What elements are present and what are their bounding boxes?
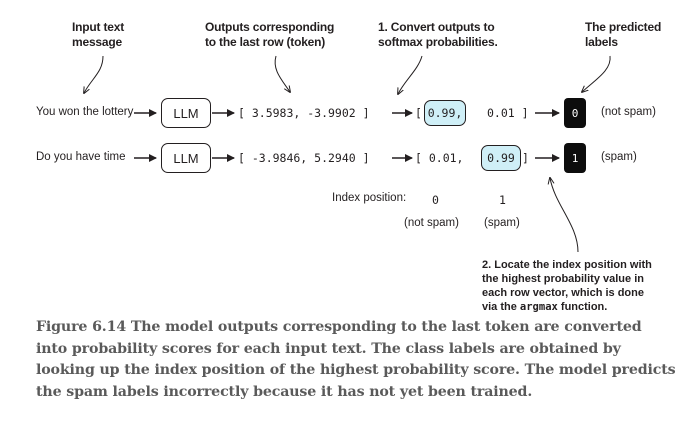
arrow-input-text bbox=[84, 55, 104, 93]
argmax-code: argmax bbox=[519, 301, 558, 313]
index-position-0: 0 bbox=[432, 193, 439, 207]
figure-caption: Figure 6.14 The model outputs correspond… bbox=[36, 319, 676, 400]
annotation-input-text: Input text message bbox=[72, 20, 124, 49]
arrow-step2 bbox=[550, 178, 579, 253]
logits-row-1: [ 3.5983, -3.9902 ] bbox=[238, 106, 370, 120]
annotation-convert-softmax: 1. Convert outputs to softmax probabilit… bbox=[378, 20, 498, 49]
index-position-1: 1 bbox=[499, 193, 506, 207]
predicted-label-row-1: 0 bbox=[564, 98, 586, 128]
llm-box-row-1: LLM bbox=[161, 98, 211, 128]
arrow-convert-softmax bbox=[398, 55, 423, 94]
arrow-outputs-last-row bbox=[274, 55, 290, 92]
index-name-0: (not spam) bbox=[404, 217, 459, 229]
annotation-step2: 2. Locate the index position with the hi… bbox=[482, 259, 652, 313]
probs-first-row-2: [ 0.01, bbox=[415, 151, 464, 165]
arrow-predicted-labels bbox=[582, 55, 611, 92]
annotation-predicted-labels: The predicted labels bbox=[585, 20, 662, 49]
label-text-row-2: (spam) bbox=[601, 151, 637, 163]
input-text-row-1: You won the lottery bbox=[36, 106, 134, 118]
llm-box-row-2: LLM bbox=[161, 143, 211, 173]
probs-close-row-2: ] bbox=[522, 151, 529, 165]
input-text-row-2: Do you have time bbox=[36, 151, 126, 163]
logits-row-2: [ -3.9846, 5.2940 ] bbox=[238, 151, 370, 165]
label-text-row-1: (not spam) bbox=[601, 106, 656, 118]
highlighted-prob-row-2: 0.99 bbox=[481, 145, 521, 171]
highlighted-prob-row-1: 0.99, bbox=[424, 100, 466, 126]
index-name-1: (spam) bbox=[484, 217, 520, 229]
index-position-label: Index position: bbox=[332, 192, 407, 204]
probs-open-row-1: [ bbox=[415, 106, 422, 120]
predicted-label-row-2: 1 bbox=[564, 143, 586, 173]
probs-second-row-1: 0.01 ] bbox=[487, 106, 529, 120]
annotation-outputs-last-row: Outputs corresponding to the last row (t… bbox=[205, 20, 335, 49]
